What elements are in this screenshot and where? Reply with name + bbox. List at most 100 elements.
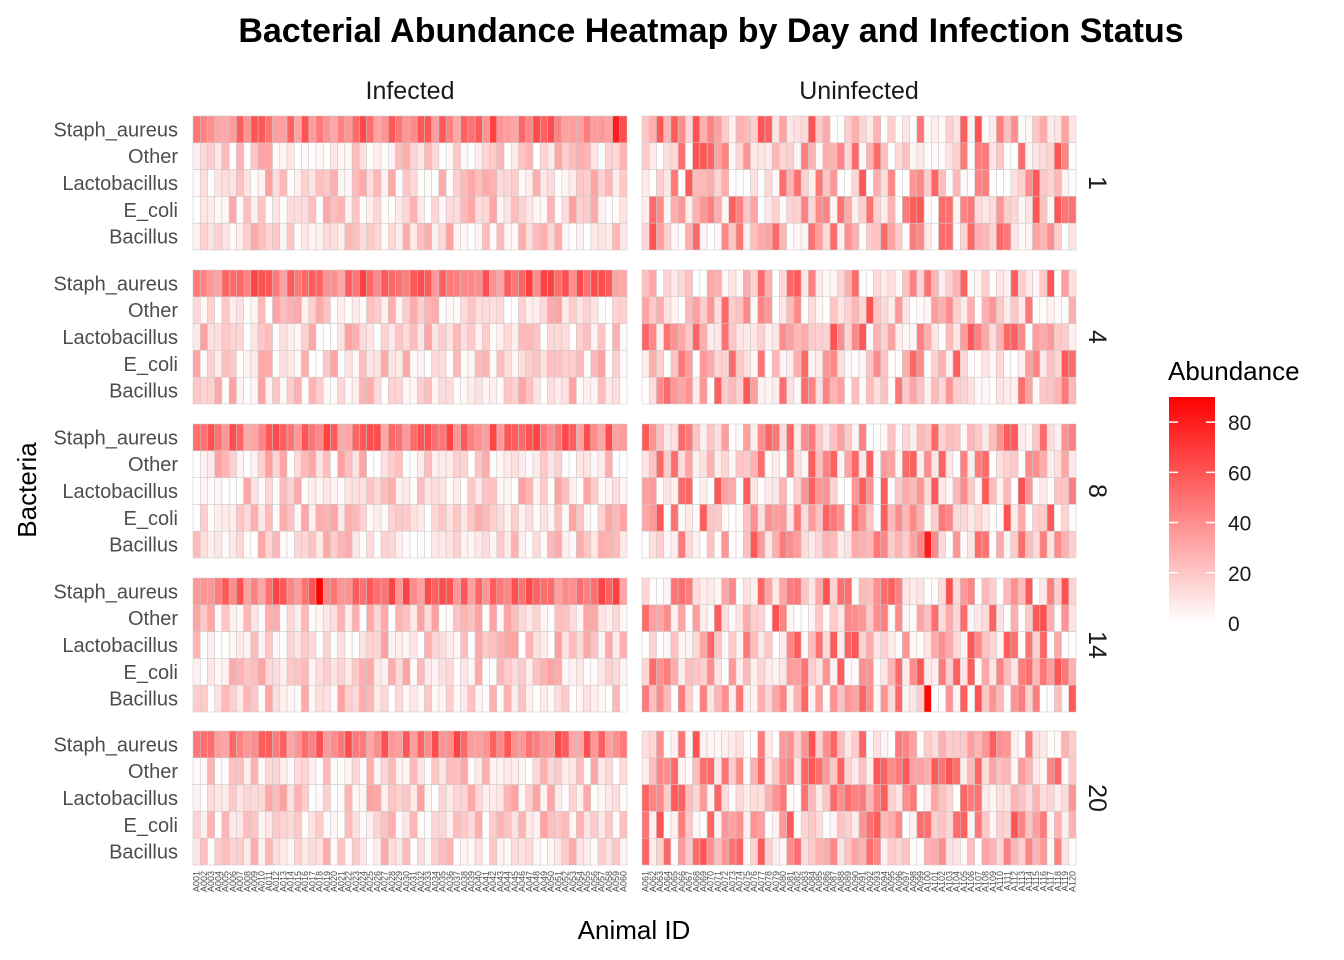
heatmap-cell xyxy=(619,837,628,866)
heatmap-cell xyxy=(554,784,563,812)
heatmap-cell xyxy=(757,323,766,351)
x-tick-label: A111 xyxy=(1002,871,1012,891)
heatmap-cell xyxy=(380,115,389,144)
heatmap-cell xyxy=(931,631,939,659)
heatmap-cell xyxy=(786,296,795,324)
heatmap-cell xyxy=(786,350,795,378)
heatmap-cell xyxy=(460,350,469,378)
heatmap-cell xyxy=(923,269,932,298)
x-tick-label: A015 xyxy=(293,871,303,892)
heatmap-cell xyxy=(409,296,418,324)
heatmap-cell xyxy=(757,757,766,785)
heatmap-cell xyxy=(554,350,563,378)
heatmap-cell xyxy=(388,142,396,170)
heatmap-cell xyxy=(424,323,432,351)
heatmap-cell xyxy=(568,423,577,452)
heatmap-cell xyxy=(619,784,628,812)
heatmap-cell xyxy=(250,784,259,812)
heatmap-cell xyxy=(583,169,592,197)
heatmap-cell xyxy=(677,196,686,224)
heatmap-cell xyxy=(887,142,896,170)
heatmap-cell xyxy=(677,142,686,170)
heatmap-cell xyxy=(236,142,244,170)
heatmap-cell xyxy=(1017,450,1026,478)
heatmap-cell xyxy=(902,837,910,866)
heatmap-cell xyxy=(837,530,845,559)
heatmap-cell xyxy=(1061,757,1070,785)
x-tick-label: A011 xyxy=(264,871,274,891)
heatmap-cell xyxy=(402,222,411,251)
heatmap-cell xyxy=(829,757,838,785)
heatmap-cell xyxy=(923,730,932,759)
heatmap-cell xyxy=(800,837,809,866)
heatmap-cell xyxy=(822,222,831,251)
heatmap-cell xyxy=(996,350,1004,378)
heatmap-cell xyxy=(532,323,541,351)
heatmap-cell xyxy=(988,350,997,378)
heatmap-cell xyxy=(851,423,860,452)
heatmap-cell xyxy=(272,530,281,559)
heatmap-cell xyxy=(750,423,758,452)
heatmap-cell xyxy=(308,684,317,713)
heatmap-cell xyxy=(1046,350,1055,378)
heatmap-cell xyxy=(779,784,787,812)
heatmap-cell xyxy=(815,811,824,839)
heatmap-cell xyxy=(554,115,563,144)
heatmap-cell xyxy=(887,811,896,839)
heatmap-cell xyxy=(612,296,621,324)
heatmap-cell xyxy=(474,296,483,324)
heatmap-cell xyxy=(902,811,910,839)
heatmap-cell xyxy=(532,504,541,532)
heatmap-cell xyxy=(865,350,874,378)
heatmap-cell xyxy=(858,169,867,197)
heatmap-cell xyxy=(590,811,599,839)
heatmap-cell xyxy=(945,577,954,606)
heatmap-cell xyxy=(873,577,881,606)
heatmap-cell xyxy=(503,784,512,812)
heatmap-cell xyxy=(409,684,418,713)
heatmap-cell xyxy=(822,477,831,505)
heatmap-cell xyxy=(322,757,331,785)
heatmap-cell xyxy=(322,837,331,866)
heatmap-cell xyxy=(988,477,997,505)
heatmap-cell xyxy=(1010,350,1019,378)
x-tick-label: A098 xyxy=(908,871,918,892)
heatmap-cell xyxy=(539,196,548,224)
heatmap-cell xyxy=(1068,631,1077,659)
heatmap-cell xyxy=(590,631,599,659)
heatmap-cell xyxy=(771,530,780,559)
heatmap-cell xyxy=(656,604,664,632)
heatmap-cell xyxy=(337,196,346,224)
heatmap-cell xyxy=(416,423,425,452)
heatmap-cell xyxy=(923,658,932,686)
heatmap-cell xyxy=(561,450,570,478)
heatmap-cell xyxy=(474,757,483,785)
heatmap-cell xyxy=(265,530,273,559)
heatmap-cell xyxy=(981,684,990,713)
heatmap-cell xyxy=(431,530,440,559)
heatmap-cell xyxy=(685,577,693,606)
heatmap-cell xyxy=(735,658,744,686)
heatmap-cell xyxy=(750,530,758,559)
heatmap-cell xyxy=(1046,169,1055,197)
heatmap-cell xyxy=(482,577,490,606)
heatmap-cell xyxy=(880,323,889,351)
heatmap-cell xyxy=(286,269,295,298)
heatmap-cell xyxy=(373,530,382,559)
heatmap-cell xyxy=(996,577,1004,606)
heatmap-cell xyxy=(532,837,541,866)
heatmap-cell xyxy=(916,730,925,759)
heatmap-cell xyxy=(431,296,440,324)
heatmap-cell xyxy=(344,169,353,197)
heatmap-cell xyxy=(525,350,534,378)
heatmap-cell xyxy=(880,477,889,505)
heatmap-cell xyxy=(388,784,396,812)
heatmap-cell xyxy=(735,376,744,405)
heatmap-cell xyxy=(786,196,795,224)
heatmap-cell xyxy=(1039,604,1048,632)
heatmap-cell xyxy=(482,115,490,144)
heatmap-cell xyxy=(923,142,932,170)
heatmap-cell xyxy=(648,296,657,324)
heatmap-cell xyxy=(902,115,910,144)
